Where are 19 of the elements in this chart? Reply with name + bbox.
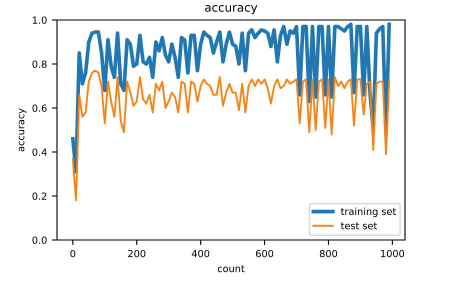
line-series	[71, 22, 391, 174]
y-tick-label: 0.8	[32, 60, 47, 68]
y-tick-label: 0.2	[32, 192, 46, 200]
x-tick-label: 600	[256, 250, 274, 258]
legend-label: test set	[340, 222, 378, 230]
line-series	[72, 70, 390, 202]
x-tick-label: 800	[320, 250, 338, 258]
y-tick-label: 0.4	[32, 148, 47, 156]
x-tick-label: 1000	[381, 250, 404, 258]
y-axis-title: accuracy	[18, 108, 26, 152]
x-tick-label: 400	[192, 250, 210, 258]
y-tick-label: 0.6	[32, 104, 47, 112]
x-tick-label: 200	[128, 250, 146, 258]
x-axis-title: count	[218, 265, 244, 272]
legend-label: training set	[340, 208, 396, 217]
chart-title: accuracy	[205, 5, 258, 14]
x-tick-label: 0	[70, 250, 76, 258]
y-tick-label: 0.0	[32, 236, 47, 244]
y-tick-label: 1.0	[32, 16, 47, 24]
